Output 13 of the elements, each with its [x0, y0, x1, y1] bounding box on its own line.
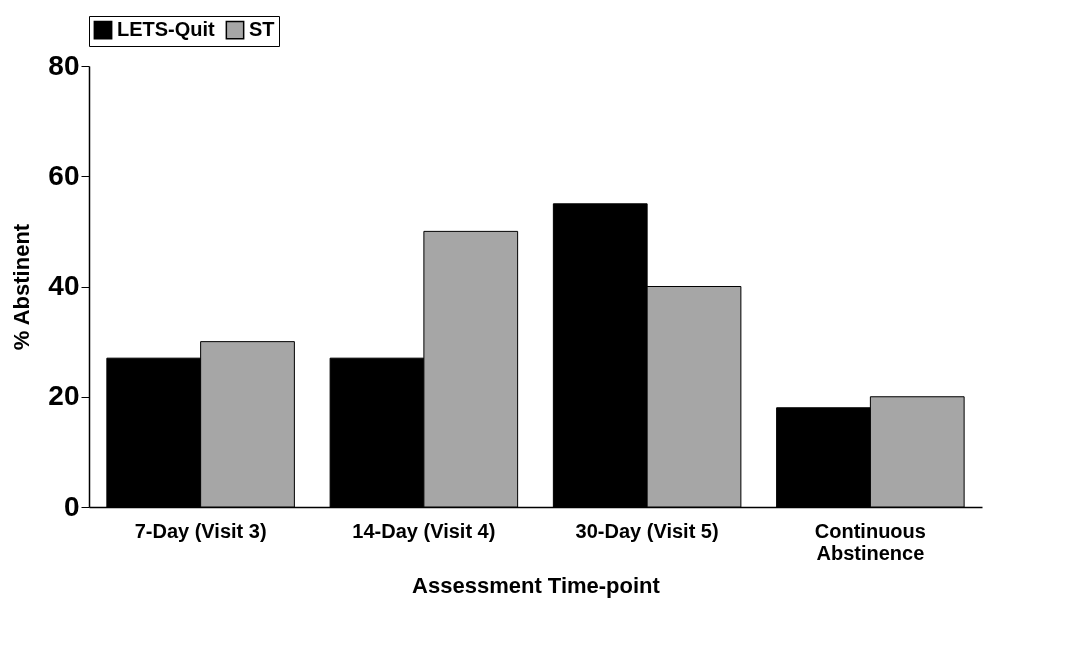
- x-tick-label: 30-Day (Visit 5): [575, 519, 719, 542]
- y-tick-label: 20: [48, 380, 80, 412]
- legend-label: ST: [249, 18, 275, 41]
- y-tick-label: 40: [48, 270, 80, 301]
- x-axis-title: Assessment Time-point: [412, 572, 661, 598]
- x-tick-label: 7-Day (Visit 3): [134, 519, 267, 542]
- x-tick-label: 14-Day (Visit 4): [352, 519, 496, 542]
- y-tick-label: 80: [48, 49, 80, 81]
- legend-label: LETS-Quit: [117, 18, 216, 41]
- x-tick-label: Continuous Abstinence: [814, 519, 926, 564]
- y-tick-label: 60: [48, 159, 80, 191]
- y-axis-title: % Abstinent: [9, 223, 35, 351]
- y-tick-label: 0: [63, 490, 80, 522]
